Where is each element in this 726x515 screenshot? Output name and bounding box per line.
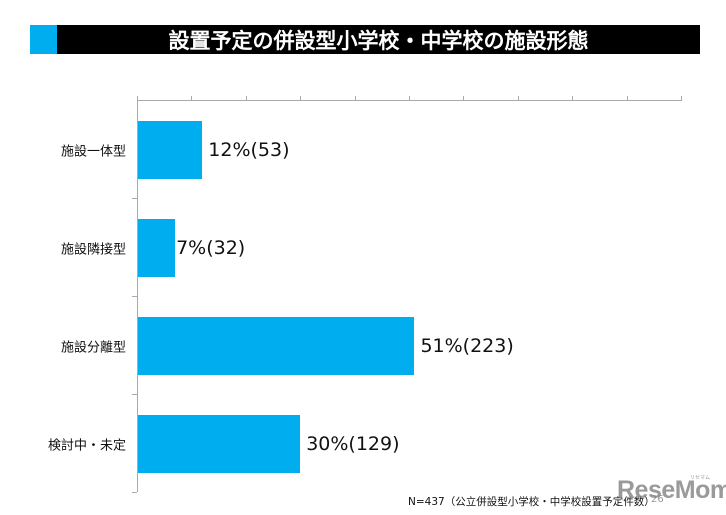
category-label: 施設分離型 (60, 340, 126, 355)
category-label: 施設隣接型 (60, 242, 126, 257)
x-axis-tick (409, 96, 410, 101)
category-label: 施設一体型 (60, 144, 126, 159)
x-axis-tick (300, 96, 302, 101)
x-axis-tick (626, 96, 628, 101)
x-axis-tick (354, 96, 356, 101)
category-label: 検討中・未定 (47, 438, 126, 453)
y-axis-tick (132, 394, 137, 395)
x-axis-tick (463, 96, 465, 101)
x-axis-tick (681, 96, 682, 101)
title-bar: 設置予定の併設型小学校・中学校の施設形態 (57, 25, 700, 54)
x-axis-tick (517, 96, 519, 101)
resemom-logo: ReseMom (617, 476, 726, 504)
data-label: 51%(223) (420, 334, 514, 357)
y-axis-tick (132, 492, 137, 493)
resemom-logo-subtext: リセマム (690, 475, 711, 481)
x-axis-tick (245, 96, 247, 101)
x-axis-tick (572, 96, 574, 101)
x-axis-tick (137, 96, 138, 101)
bar-1 (138, 218, 176, 277)
data-label: 30%(129) (306, 432, 400, 455)
data-label: 12%(53) (208, 138, 290, 161)
x-axis-tick (191, 96, 193, 101)
bar-2 (138, 316, 415, 375)
bar-0 (138, 120, 203, 179)
y-axis (137, 100, 138, 492)
page-number: 26 (651, 494, 664, 505)
y-axis-tick (132, 198, 137, 199)
chart-title: 設置予定の併設型小学校・中学校の施設形態 (168, 28, 589, 53)
bar-3 (138, 414, 301, 473)
title-accent-block (30, 25, 57, 54)
data-label: 7%(32) (176, 236, 246, 259)
sample-size-note: N=437（公立併設型小学校・中学校設置予定件数） (408, 496, 655, 508)
y-axis-tick (132, 296, 137, 297)
